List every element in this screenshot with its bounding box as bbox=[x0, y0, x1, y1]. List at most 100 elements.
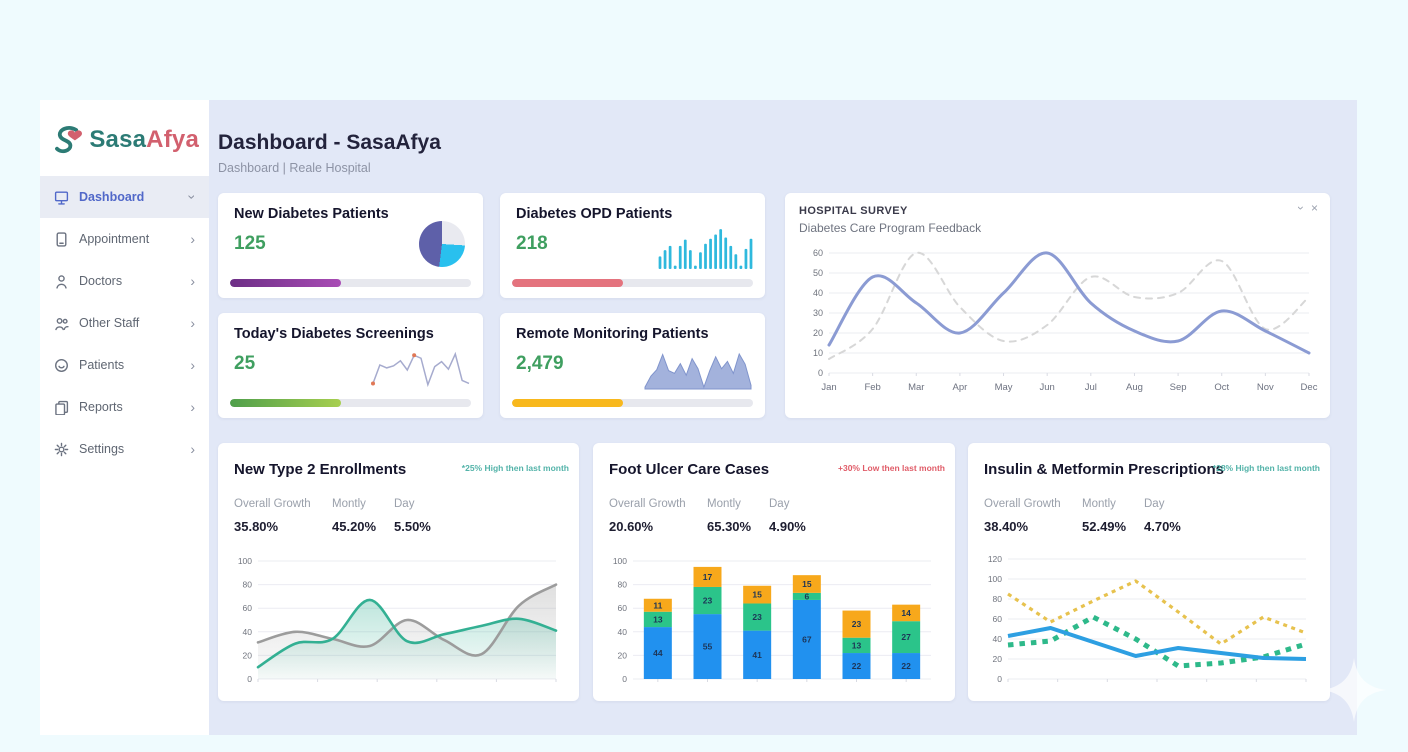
panel-new-type2-enrollments: New Type 2 Enrollments *25% High then la… bbox=[218, 443, 579, 701]
svg-text:20: 20 bbox=[618, 650, 628, 660]
svg-text:80: 80 bbox=[618, 580, 628, 590]
svg-text:17: 17 bbox=[703, 572, 713, 582]
svg-text:Jun: Jun bbox=[1040, 382, 1055, 393]
survey-subtitle: Diabetes Care Program Feedback bbox=[799, 221, 982, 235]
sidebar: SasaAfya Dashboard › Appointment › Doctors › O… bbox=[40, 100, 209, 735]
svg-text:50: 50 bbox=[813, 268, 823, 278]
patients-icon bbox=[54, 358, 69, 373]
stat-value: 5.50% bbox=[394, 519, 431, 534]
kpi-title: New Diabetes Patients bbox=[234, 206, 389, 222]
svg-text:15: 15 bbox=[802, 579, 812, 589]
panel-title: Insulin & Metformin Prescriptions bbox=[984, 461, 1225, 478]
multi-line-chart: 0 20 40 60 80 100 120 bbox=[988, 554, 1307, 684]
svg-text:100: 100 bbox=[988, 574, 1002, 584]
sidebar-item-label: Settings bbox=[79, 442, 125, 456]
kpi-value: 2,479 bbox=[516, 353, 564, 374]
stats-row: Overall Growth Montly Day 35.80% 45.20% 5.50% bbox=[234, 498, 454, 534]
stats-row: Overall Growth Montly Day 38.40% 52.49% 4.70% bbox=[984, 498, 1204, 534]
stats-row: Overall Growth Montly Day 20.60% 65.30% 4.90% bbox=[609, 498, 829, 534]
chevron-right-icon: › bbox=[190, 357, 195, 373]
svg-text:Mar: Mar bbox=[908, 382, 924, 393]
sidebar-item-label: Doctors bbox=[79, 274, 123, 288]
sidebar-item-label: Patients bbox=[79, 358, 125, 372]
sidebar-item-other-staff[interactable]: Other Staff › bbox=[40, 302, 209, 344]
svg-text:Jul: Jul bbox=[1085, 382, 1097, 393]
svg-text:80: 80 bbox=[993, 594, 1003, 604]
svg-text:Jan: Jan bbox=[821, 382, 836, 393]
kpi-card-diabetes-opd-patients: Diabetes OPD Patients 218 bbox=[500, 193, 765, 298]
sidebar-item-reports[interactable]: Reports › bbox=[40, 386, 209, 428]
svg-text:40: 40 bbox=[243, 627, 253, 637]
stat-value: 35.80% bbox=[234, 519, 279, 534]
brand-logo[interactable]: SasaAfya bbox=[40, 100, 209, 176]
sidebar-item-settings[interactable]: Settings › bbox=[40, 428, 209, 470]
stat-value: 38.40% bbox=[984, 519, 1029, 534]
staff-icon bbox=[54, 316, 69, 331]
svg-text:10: 10 bbox=[813, 348, 823, 358]
sidebar-item-label: Dashboard bbox=[79, 190, 145, 204]
progress-bar bbox=[512, 399, 753, 407]
trend-badge: *25% High then last month bbox=[461, 463, 569, 473]
sidebar-item-doctors[interactable]: Doctors › bbox=[40, 260, 209, 302]
svg-text:44: 44 bbox=[653, 648, 663, 658]
sidebar-item-dashboard[interactable]: Dashboard › bbox=[40, 176, 209, 218]
svg-text:0: 0 bbox=[247, 674, 252, 684]
svg-text:22: 22 bbox=[901, 661, 911, 671]
doctor-icon bbox=[54, 274, 69, 289]
svg-text:60: 60 bbox=[993, 614, 1003, 624]
kpi-value: 25 bbox=[234, 353, 256, 374]
sidebar-menu: Dashboard › Appointment › Doctors › Other Staf… bbox=[40, 176, 209, 470]
trend-badge: +30% Low then last month bbox=[838, 463, 945, 473]
sidebar-item-label: Reports bbox=[79, 400, 123, 414]
svg-text:27: 27 bbox=[901, 632, 911, 642]
svg-text:100: 100 bbox=[613, 556, 627, 566]
chevron-right-icon: › bbox=[190, 231, 195, 247]
svg-text:13: 13 bbox=[653, 614, 663, 624]
stat-value: 45.20% bbox=[332, 519, 377, 534]
close-icon[interactable]: × bbox=[1310, 201, 1318, 215]
svg-text:0: 0 bbox=[818, 368, 823, 378]
panel-title: Foot Ulcer Care Cases bbox=[609, 461, 770, 478]
svg-text:120: 120 bbox=[988, 554, 1002, 564]
collapse-icon[interactable]: › bbox=[1293, 206, 1308, 210]
svg-text:20: 20 bbox=[243, 650, 253, 660]
line-sparkline bbox=[371, 345, 471, 398]
stat-label: Overall Growth bbox=[609, 498, 686, 510]
svg-text:14: 14 bbox=[901, 608, 911, 618]
page-title: Dashboard - SasaAfya bbox=[218, 131, 441, 154]
sidebar-item-appointment[interactable]: Appointment › bbox=[40, 218, 209, 260]
svg-text:20: 20 bbox=[813, 328, 823, 338]
kpi-title: Diabetes OPD Patients bbox=[516, 206, 673, 222]
svg-text:Oct: Oct bbox=[1214, 382, 1229, 393]
kpi-value: 218 bbox=[516, 233, 548, 254]
progress-bar bbox=[230, 279, 471, 287]
trend-badge: *28% High then last month bbox=[1212, 463, 1320, 473]
svg-text:13: 13 bbox=[852, 640, 862, 650]
stat-value: 65.30% bbox=[707, 519, 752, 534]
panel-insulin-metformin-prescriptions: Insulin & Metformin Prescriptions *28% H… bbox=[968, 443, 1330, 701]
sidebar-item-patients[interactable]: Patients › bbox=[40, 344, 209, 386]
progress-bar bbox=[512, 279, 753, 287]
kpi-card-new-diabetes-patients: New Diabetes Patients 125 bbox=[218, 193, 483, 298]
progress-bar bbox=[230, 399, 471, 407]
svg-text:6: 6 bbox=[804, 591, 809, 601]
svg-text:May: May bbox=[995, 382, 1013, 393]
panel-title: New Type 2 Enrollments bbox=[234, 461, 407, 478]
svg-text:23: 23 bbox=[852, 619, 862, 629]
area-sparkline bbox=[643, 339, 753, 396]
svg-text:30: 30 bbox=[813, 308, 823, 318]
hospital-survey-card: HOSPITAL SURVEY Diabetes Care Program Fe… bbox=[785, 193, 1330, 418]
stat-label: Day bbox=[394, 498, 415, 510]
svg-text:0: 0 bbox=[622, 674, 627, 684]
svg-text:Nov: Nov bbox=[1257, 382, 1274, 393]
chevron-down-icon: › bbox=[184, 194, 201, 200]
svg-text:20: 20 bbox=[993, 654, 1003, 664]
stat-label: Day bbox=[1144, 498, 1165, 510]
brand-name: SasaAfya bbox=[89, 126, 199, 153]
settings-icon bbox=[54, 442, 69, 457]
svg-text:23: 23 bbox=[752, 612, 762, 622]
svg-text:0: 0 bbox=[997, 674, 1002, 684]
area-chart: 0 20 40 60 80 100 bbox=[238, 556, 558, 684]
svg-text:60: 60 bbox=[813, 248, 823, 258]
